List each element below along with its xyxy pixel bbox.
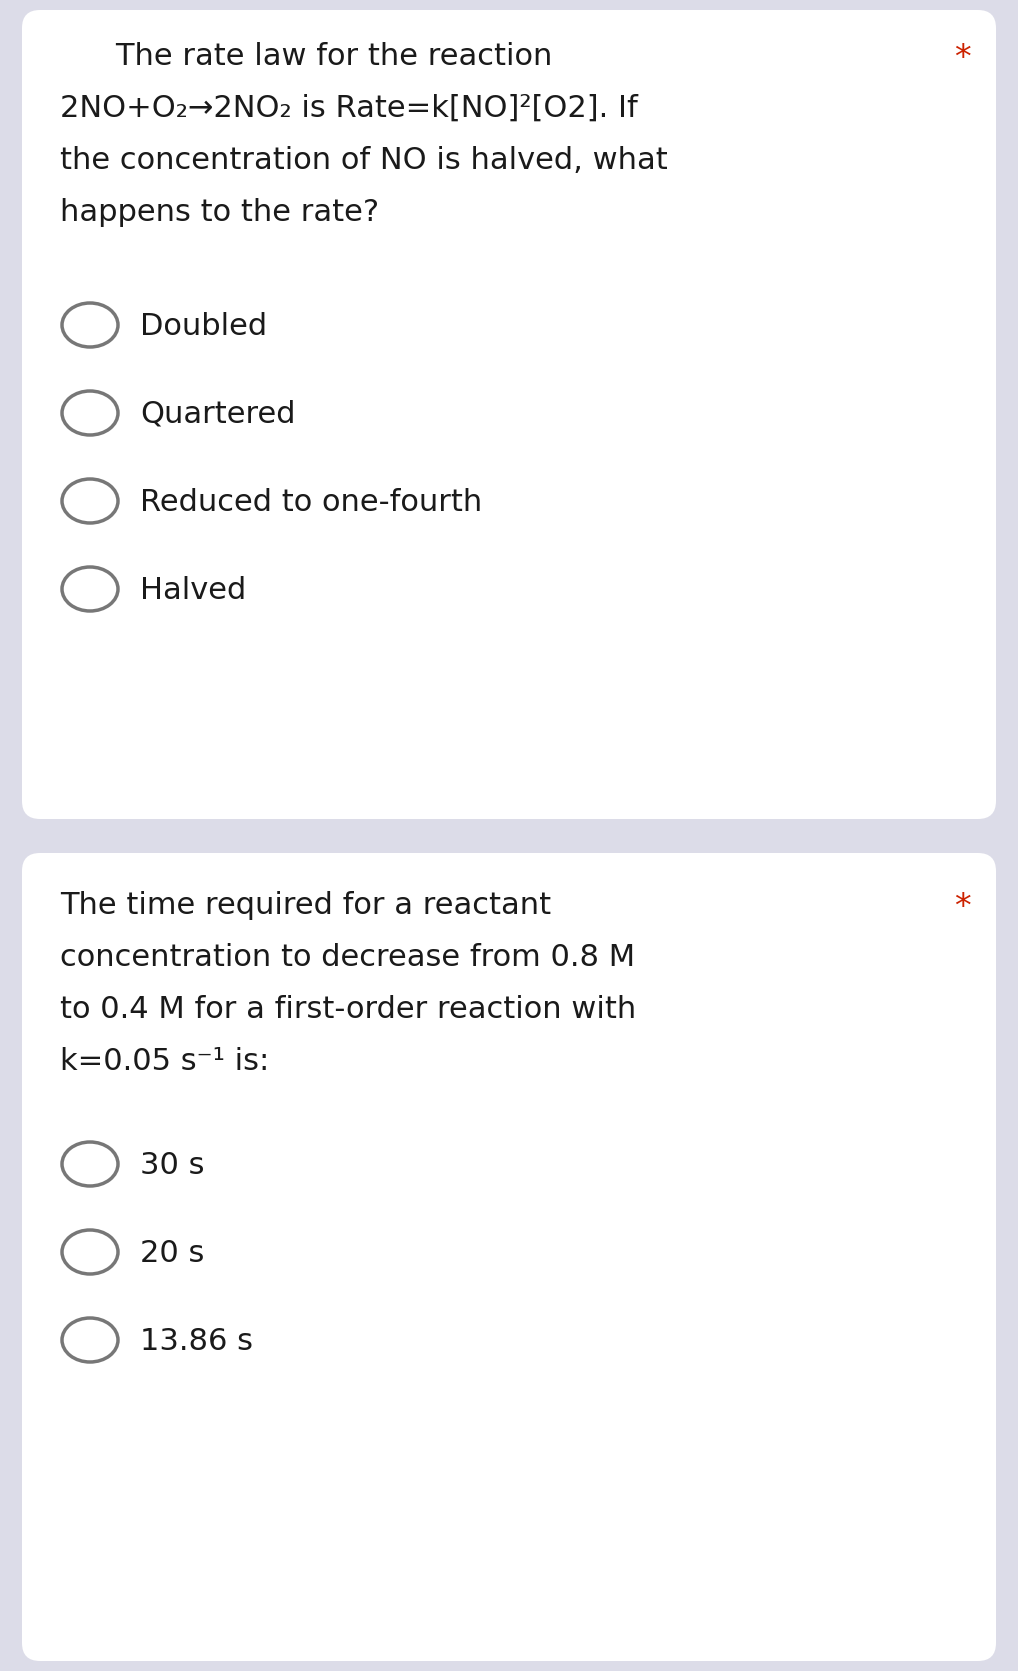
Text: 20 s: 20 s — [140, 1238, 205, 1268]
Text: the concentration of NO is halved, what: the concentration of NO is halved, what — [60, 145, 668, 175]
Text: Reduced to one-fourth: Reduced to one-fourth — [140, 488, 483, 516]
Text: 2NO+O₂→2NO₂ is Rate=k[NO]²[O2]. If: 2NO+O₂→2NO₂ is Rate=k[NO]²[O2]. If — [60, 94, 637, 124]
Text: happens to the rate?: happens to the rate? — [60, 197, 379, 227]
FancyBboxPatch shape — [22, 852, 996, 1661]
Text: The rate law for the reaction: The rate law for the reaction — [77, 42, 553, 70]
FancyBboxPatch shape — [22, 10, 996, 819]
Text: 30 s: 30 s — [140, 1151, 205, 1180]
Text: *: * — [954, 42, 971, 75]
Text: The time required for a reactant: The time required for a reactant — [60, 891, 551, 921]
Text: *: * — [954, 891, 971, 924]
Text: concentration to decrease from 0.8 M: concentration to decrease from 0.8 M — [60, 942, 635, 973]
Text: Quartered: Quartered — [140, 399, 295, 429]
Text: k=0.05 s⁻¹ is:: k=0.05 s⁻¹ is: — [60, 1048, 269, 1076]
Text: to 0.4 M for a first-order reaction with: to 0.4 M for a first-order reaction with — [60, 994, 636, 1024]
Text: 13.86 s: 13.86 s — [140, 1327, 253, 1355]
Text: Halved: Halved — [140, 576, 246, 605]
Text: Doubled: Doubled — [140, 312, 267, 341]
